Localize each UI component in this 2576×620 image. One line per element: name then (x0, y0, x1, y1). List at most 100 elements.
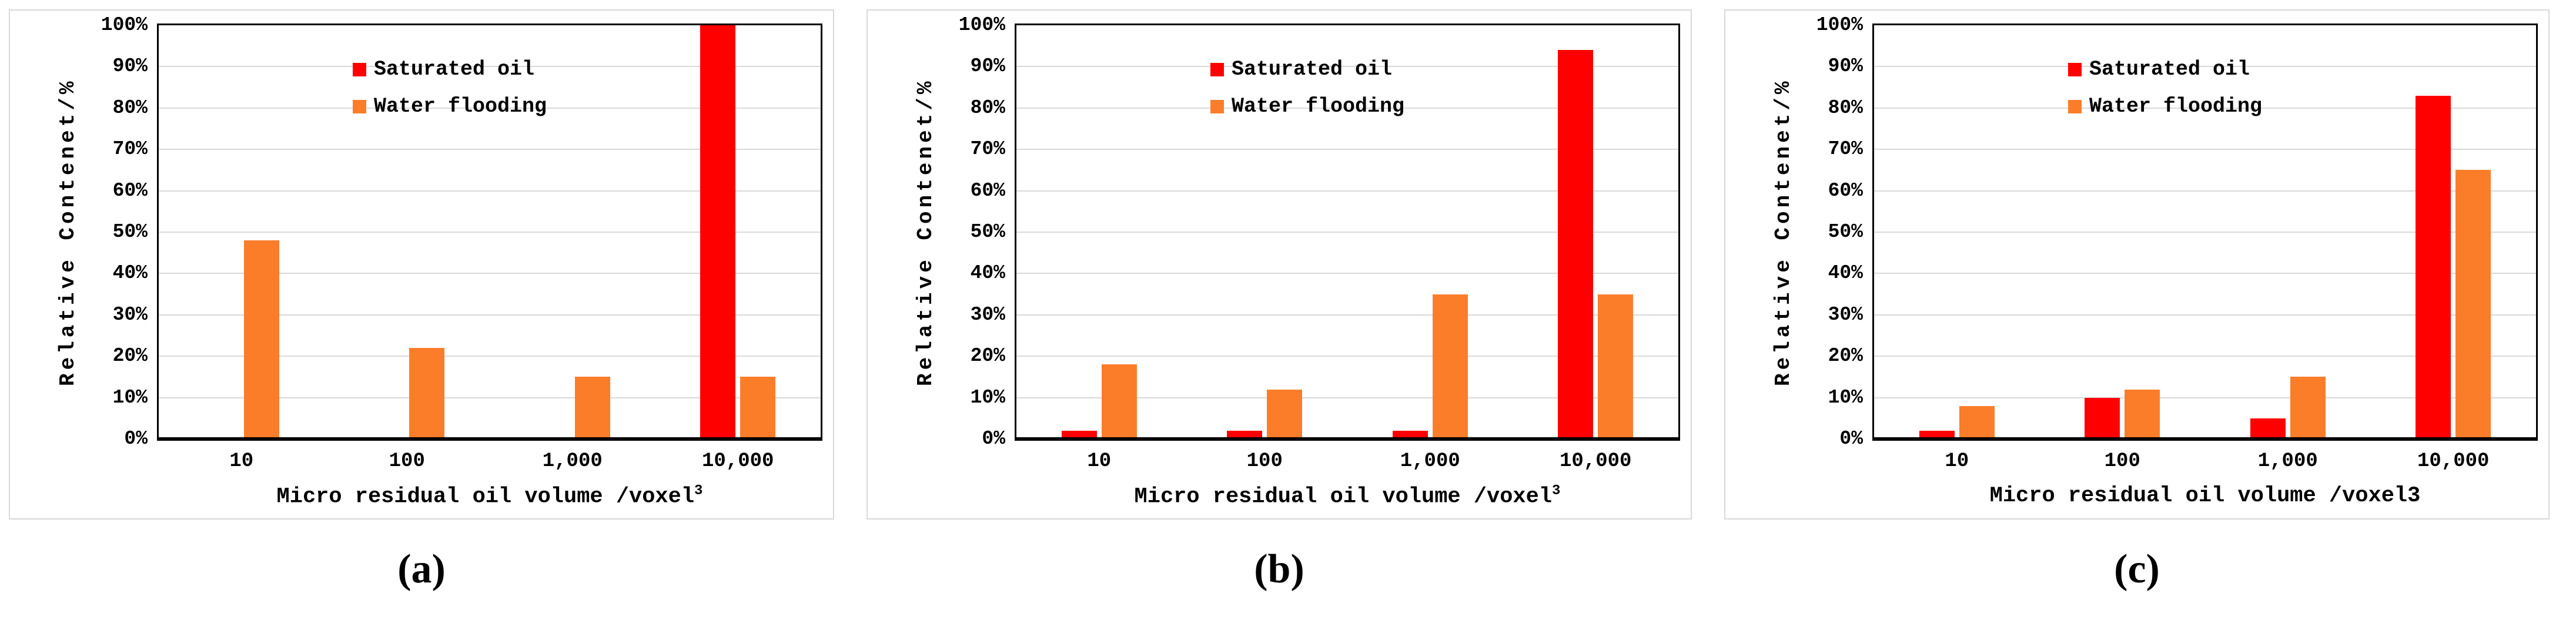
legend: Saturated oil Water flooding (2068, 59, 2262, 117)
plot-area: Saturated oil Water flooding (1015, 24, 1680, 441)
caption-c: (c) (2114, 546, 2160, 592)
legend-swatch-saturated-oil (353, 63, 366, 76)
y-tick-30: 30% (112, 303, 148, 326)
x-tick-10: 10 (1087, 450, 1112, 472)
legend-swatch-water-flooding (1210, 100, 1224, 113)
legend-label-saturated-oil: Saturated oil (374, 58, 535, 81)
x-tick-1-000: 1,000 (1400, 450, 1460, 472)
bar-saturated-oil-10 (1919, 430, 1955, 439)
x-tick-100: 100 (2104, 450, 2140, 472)
legend-item-water-flooding: Water flooding (2068, 96, 2262, 117)
y-tick-40: 40% (1828, 262, 1863, 284)
figure-strip: Relative Contenet/% Saturated oil Water fl… (9, 9, 2550, 619)
chart-panel-b: Relative Contenet/% Saturated oil Water fl… (867, 9, 1692, 520)
gridline-50 (159, 232, 821, 233)
gridline-80 (159, 107, 821, 109)
y-tick-50: 50% (1828, 221, 1863, 243)
bar-saturated-oil-10 (1061, 430, 1097, 439)
legend-item-saturated-oil: Saturated oil (2068, 59, 2262, 80)
gridline-50 (1874, 232, 2536, 233)
gridline-30 (1874, 314, 2536, 316)
legend-swatch-water-flooding (353, 100, 366, 113)
y-tick-50: 50% (970, 221, 1005, 243)
x-tick-10-000: 10,000 (2417, 450, 2490, 472)
y-tick-0: 0% (124, 428, 148, 450)
legend-swatch-saturated-oil (2068, 63, 2082, 76)
y-tick-70: 70% (970, 138, 1005, 160)
legend-swatch-saturated-oil (1210, 63, 1224, 76)
y-tick-60: 60% (1828, 179, 1863, 202)
gridline-20 (1874, 356, 2536, 357)
caption-row-a: (a) (9, 520, 834, 619)
y-tick-10: 10% (1828, 386, 1863, 408)
legend: Saturated oil Water flooding (353, 59, 547, 117)
x-axis-title-text: Micro residual oil volume /voxel3 (1989, 484, 2421, 508)
bar-water-flooding-10,000 (740, 377, 776, 439)
chart-a: Relative Contenet/% Saturated oil Water fl… (10, 11, 833, 518)
y-tick-100: 100% (958, 14, 1005, 36)
caption-a: (a) (397, 546, 446, 592)
x-axis-title-text: Micro residual oil volume /voxel (1134, 484, 1553, 510)
plot-area: Saturated oil Water flooding (157, 24, 822, 441)
gridline-20 (159, 356, 821, 357)
x-axis-title-superscript: 3 (694, 483, 703, 499)
y-tick-10: 10% (112, 386, 148, 408)
y-tick-0: 0% (982, 428, 1005, 450)
bar-water-flooding-10 (243, 240, 279, 439)
legend-label-water-flooding: Water flooding (374, 95, 547, 118)
y-tick-0: 0% (1839, 428, 1863, 450)
y-tick-30: 30% (1828, 303, 1863, 326)
bar-water-flooding-100 (2125, 389, 2160, 439)
x-tick-10: 10 (1945, 450, 1969, 472)
bar-water-flooding-10,000 (2455, 170, 2491, 439)
x-axis-line (1872, 437, 2538, 441)
legend-item-water-flooding: Water flooding (1210, 96, 1404, 117)
bar-saturated-oil-100 (2085, 397, 2120, 439)
x-axis-title: Micro residual oil volume /voxel3 (1872, 483, 2538, 509)
y-tick-40: 40% (112, 262, 148, 284)
gridline-80 (1016, 107, 1678, 109)
gridline-70 (1016, 149, 1678, 150)
legend-label-water-flooding: Water flooding (1232, 95, 1405, 118)
x-tick-10: 10 (229, 450, 254, 472)
panel-c-column: Relative Contenet/% Saturated oil Water fl… (1724, 9, 2550, 619)
caption-row-b: (b) (867, 520, 1692, 619)
legend-label-water-flooding: Water flooding (2089, 95, 2263, 118)
y-tick-60: 60% (970, 179, 1005, 202)
bar-water-flooding-10 (1959, 405, 1995, 439)
gridline-90 (1874, 66, 2536, 68)
legend-item-saturated-oil: Saturated oil (353, 59, 547, 80)
legend-label-saturated-oil: Saturated oil (2089, 58, 2250, 81)
y-tick-70: 70% (1828, 138, 1863, 160)
gridline-50 (1016, 232, 1678, 233)
x-tick-10-000: 10,000 (702, 450, 774, 472)
x-axis-line (157, 437, 822, 441)
x-tick-1-000: 1,000 (2257, 450, 2318, 472)
gridline-60 (1874, 190, 2536, 192)
bar-saturated-oil-10,000 (700, 25, 736, 439)
gridline-90 (1016, 66, 1678, 68)
bar-water-flooding-100 (409, 348, 445, 439)
gridline-10 (1016, 397, 1678, 398)
plot-area: Saturated oil Water flooding (1872, 24, 2538, 441)
y-tick-40: 40% (970, 262, 1005, 284)
bar-water-flooding-1,000 (2290, 377, 2326, 439)
gridline-90 (159, 66, 821, 68)
panel-b-column: Relative Contenet/% Saturated oil Water fl… (867, 9, 1692, 619)
y-tick-90: 90% (112, 55, 148, 78)
gridline-70 (159, 149, 821, 150)
bar-water-flooding-100 (1267, 389, 1303, 439)
y-tick-20: 20% (970, 345, 1005, 367)
y-tick-90: 90% (1828, 55, 1863, 78)
y-tick-60: 60% (112, 179, 148, 202)
legend-item-water-flooding: Water flooding (353, 96, 547, 117)
y-tick-80: 80% (112, 96, 148, 119)
y-tick-80: 80% (970, 96, 1005, 119)
y-tick-80: 80% (1828, 96, 1863, 119)
x-tick-10-000: 10,000 (1560, 450, 1632, 472)
x-axis-title-text: Micro residual oil volume /voxel (276, 484, 695, 510)
y-tick-20: 20% (1828, 345, 1863, 367)
caption-row-c: (c) (1724, 520, 2550, 619)
chart-b: Relative Contenet/% Saturated oil Water fl… (868, 11, 1691, 518)
y-tick-70: 70% (112, 138, 148, 160)
